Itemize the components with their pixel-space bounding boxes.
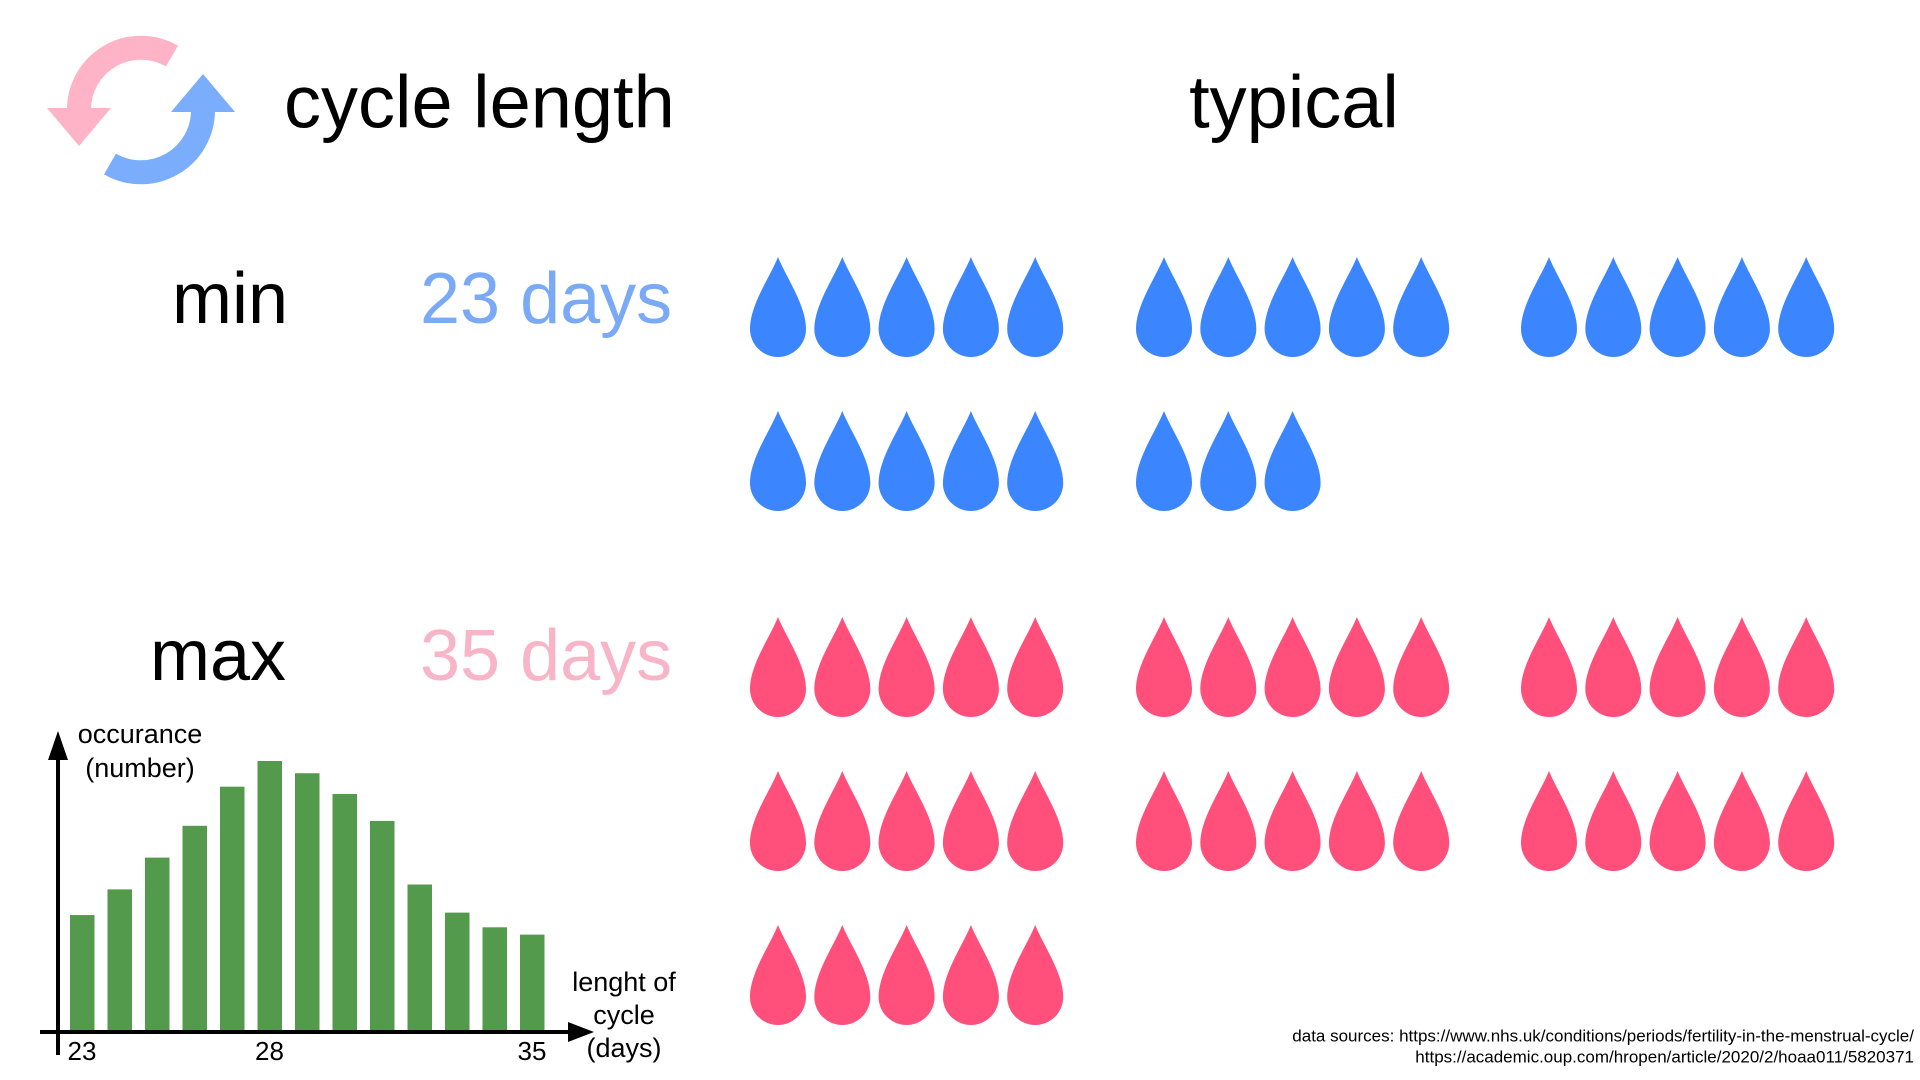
drop: [1264, 771, 1321, 871]
drop: [1521, 257, 1577, 357]
drop: [878, 257, 935, 357]
drop: [1778, 771, 1835, 871]
drop: [1136, 771, 1192, 871]
drop: [1393, 617, 1450, 717]
drop: [1264, 257, 1321, 357]
title: cycle length: [284, 61, 675, 144]
drop: [1136, 411, 1192, 511]
drop: [1200, 617, 1257, 717]
drop: [1200, 257, 1257, 357]
source: data sources: https://www.nhs.uk/conditi…: [1292, 1026, 1914, 1045]
drop: [1200, 771, 1257, 871]
y-axis-label: (number): [85, 753, 195, 783]
row-value: 35 days: [420, 616, 672, 696]
drop: [1328, 771, 1385, 871]
drop: [1264, 617, 1321, 717]
drop: [942, 617, 999, 717]
row-label: max: [150, 616, 286, 696]
drop: [1136, 617, 1192, 717]
drop: [1649, 257, 1706, 357]
bar: [107, 889, 132, 1030]
bar: [257, 761, 282, 1030]
bar: [145, 857, 170, 1030]
drop: [1649, 771, 1706, 871]
drop: [1328, 257, 1385, 357]
drop: [878, 411, 935, 511]
drop: [750, 771, 806, 871]
icon-arrow: [171, 74, 235, 112]
bar: [407, 884, 432, 1030]
drop: [1007, 771, 1064, 871]
drop: [942, 411, 999, 511]
histogram: [40, 731, 594, 1055]
drop: [1007, 257, 1064, 357]
drop: [1007, 411, 1064, 511]
y-axis-label: occurance: [78, 719, 203, 749]
source: https://academic.oup.com/hropen/article/…: [1415, 1047, 1914, 1066]
x-axis-label: (days): [586, 1033, 661, 1063]
x-tick-label: 35: [518, 1036, 547, 1066]
icon-arc: [66, 35, 178, 111]
cycle-icon: [47, 35, 235, 185]
bar: [220, 786, 245, 1030]
drop: [942, 925, 999, 1025]
drop: [750, 925, 806, 1025]
bar: [482, 927, 507, 1030]
drop: [1393, 771, 1450, 871]
bar: [445, 912, 470, 1030]
bar: [370, 820, 395, 1030]
bar: [332, 794, 357, 1030]
column-title: typical: [1189, 61, 1399, 144]
bar: [182, 825, 207, 1030]
x-axis-label: cycle: [593, 1000, 655, 1030]
drop: [1778, 257, 1835, 357]
drop: [1264, 411, 1321, 511]
drop: [814, 411, 871, 511]
drop: [878, 925, 935, 1025]
drop: [1713, 771, 1770, 871]
drop: [1521, 771, 1577, 871]
drop: [1585, 257, 1642, 357]
row-label: min: [172, 259, 288, 339]
drop: [750, 411, 806, 511]
drop: [942, 257, 999, 357]
x-axis-label: lenght of: [572, 967, 676, 997]
drop: [1200, 411, 1257, 511]
drop: [814, 257, 871, 357]
drop: [1713, 257, 1770, 357]
icon-arc: [104, 109, 216, 185]
drop: [750, 617, 806, 717]
drop: [1778, 617, 1835, 717]
drop: [1328, 617, 1385, 717]
bar: [295, 773, 320, 1030]
drop: [1713, 617, 1770, 717]
row-value: 23 days: [420, 259, 672, 339]
icon-arrow: [47, 108, 111, 146]
bar: [70, 915, 95, 1030]
drop: [814, 925, 871, 1025]
bar: [520, 934, 545, 1030]
drop: [1136, 257, 1192, 357]
drop: [814, 617, 871, 717]
x-tick-label: 23: [68, 1036, 97, 1066]
x-tick-label: 28: [255, 1036, 284, 1066]
drop: [942, 771, 999, 871]
drop: [1393, 257, 1450, 357]
drop: [1585, 617, 1642, 717]
axis-arrow: [568, 1022, 594, 1042]
drop: [1649, 617, 1706, 717]
drop: [1521, 617, 1577, 717]
drop: [1585, 771, 1642, 871]
drop: [1007, 925, 1064, 1025]
drop: [750, 257, 806, 357]
drop: [878, 771, 935, 871]
drop: [878, 617, 935, 717]
drop: [1007, 617, 1064, 717]
drop: [814, 771, 871, 871]
axis-arrow: [48, 731, 68, 760]
